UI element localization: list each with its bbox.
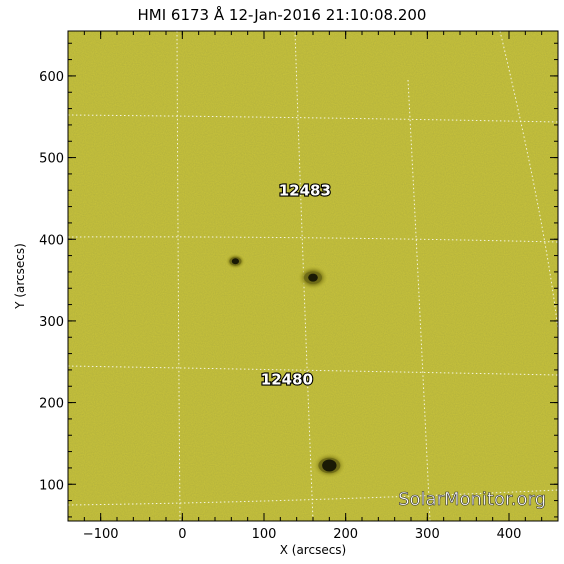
- longitude-line: [499, 30, 559, 331]
- sunspot: [296, 265, 330, 291]
- x-tick-label: −100: [83, 527, 119, 542]
- y-axis: 100 200 300 400 500 600: [39, 42, 558, 518]
- y-tick-label: 300: [39, 315, 64, 330]
- heliographic-grid: [67, 30, 559, 522]
- sunspot: [225, 253, 246, 270]
- active-region-label: 12480: [261, 371, 313, 389]
- x-tick-label: 0: [178, 527, 186, 542]
- sunspots: [225, 253, 347, 479]
- active-region-label: 12483: [279, 181, 331, 199]
- active-region-labels: 12483 12480: [260, 180, 332, 390]
- plot-area: 12483 12480: [67, 30, 559, 522]
- sunspot-umbra: [308, 273, 318, 282]
- chart-title: HMI 6173 Å 12-Jan-2016 21:10:08.200: [138, 5, 427, 24]
- sunspot: [312, 451, 347, 479]
- x-tick-label: 200: [333, 527, 358, 542]
- longitude-line: [176, 30, 181, 522]
- x-axis-label: X (arcsecs): [280, 543, 347, 557]
- x-axis: −100 0 100 200 300 400: [67, 31, 559, 542]
- x-tick-label: 300: [415, 527, 440, 542]
- latitude-line: [67, 365, 559, 376]
- watermark: SolarMonitor.org: [398, 489, 546, 510]
- sunspot-umbra: [231, 258, 240, 265]
- longitude-line: [407, 79, 431, 522]
- latitude-line: [67, 114, 559, 123]
- y-axis-label: Y (arcsecs): [13, 243, 27, 310]
- latitude-line: [67, 489, 559, 506]
- y-tick-label: 500: [39, 152, 64, 167]
- y-tick-label: 400: [39, 233, 64, 248]
- x-tick-label: 400: [497, 527, 522, 542]
- y-tick-label: 200: [39, 397, 64, 412]
- y-tick-label: 600: [39, 70, 64, 85]
- sunspot-umbra: [322, 459, 337, 472]
- latitude-line: [67, 236, 559, 243]
- x-tick-label: 100: [252, 527, 277, 542]
- y-tick-label: 100: [39, 478, 64, 493]
